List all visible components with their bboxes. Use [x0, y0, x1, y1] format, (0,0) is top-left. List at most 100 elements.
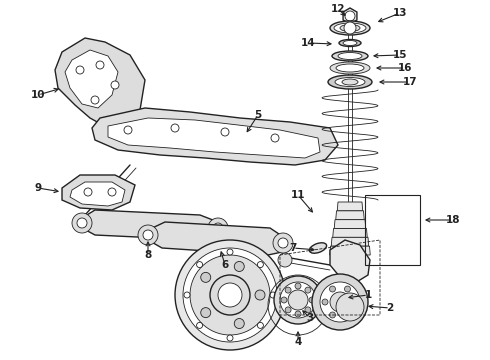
- Circle shape: [221, 128, 229, 136]
- Circle shape: [208, 218, 228, 238]
- Polygon shape: [65, 50, 118, 108]
- Text: 4: 4: [294, 337, 302, 347]
- Polygon shape: [333, 229, 367, 237]
- Circle shape: [72, 213, 92, 233]
- Text: 1: 1: [365, 290, 371, 300]
- Text: 7: 7: [289, 243, 296, 253]
- Ellipse shape: [335, 77, 365, 86]
- Circle shape: [234, 319, 245, 329]
- Polygon shape: [336, 211, 364, 220]
- Circle shape: [280, 282, 316, 318]
- Ellipse shape: [342, 79, 358, 85]
- Circle shape: [278, 253, 292, 267]
- Circle shape: [278, 238, 288, 248]
- Polygon shape: [55, 38, 145, 128]
- Circle shape: [309, 297, 315, 303]
- Circle shape: [190, 255, 270, 335]
- Polygon shape: [330, 240, 370, 283]
- Ellipse shape: [338, 53, 362, 59]
- Polygon shape: [148, 222, 285, 255]
- Circle shape: [329, 286, 336, 292]
- Circle shape: [305, 307, 311, 313]
- Circle shape: [271, 134, 279, 142]
- Text: 13: 13: [393, 8, 407, 18]
- Circle shape: [96, 61, 104, 69]
- Circle shape: [175, 240, 285, 350]
- Ellipse shape: [334, 23, 366, 33]
- Polygon shape: [82, 210, 218, 240]
- Circle shape: [257, 323, 264, 328]
- Circle shape: [108, 188, 116, 196]
- Text: 8: 8: [145, 250, 151, 260]
- Ellipse shape: [340, 24, 360, 31]
- Circle shape: [201, 273, 211, 282]
- Polygon shape: [334, 220, 366, 229]
- Circle shape: [196, 262, 202, 267]
- Circle shape: [255, 290, 265, 300]
- Circle shape: [143, 230, 153, 240]
- Circle shape: [288, 290, 308, 310]
- Polygon shape: [331, 237, 369, 246]
- Circle shape: [213, 223, 223, 233]
- Circle shape: [336, 293, 364, 321]
- Circle shape: [305, 287, 311, 293]
- Circle shape: [227, 249, 233, 255]
- Ellipse shape: [328, 75, 372, 89]
- Circle shape: [227, 335, 233, 341]
- Circle shape: [257, 262, 264, 267]
- Text: 3: 3: [306, 313, 314, 323]
- Ellipse shape: [332, 51, 368, 61]
- Circle shape: [84, 188, 92, 196]
- Ellipse shape: [309, 243, 327, 253]
- Circle shape: [138, 225, 158, 245]
- Circle shape: [330, 292, 350, 312]
- Circle shape: [285, 287, 291, 293]
- Polygon shape: [92, 108, 338, 165]
- Circle shape: [344, 312, 350, 318]
- Text: 12: 12: [331, 4, 345, 14]
- Circle shape: [196, 323, 202, 328]
- Circle shape: [184, 292, 190, 298]
- Circle shape: [234, 261, 245, 271]
- Polygon shape: [343, 8, 357, 24]
- Text: 15: 15: [393, 50, 407, 60]
- Polygon shape: [62, 175, 135, 210]
- Ellipse shape: [339, 40, 361, 46]
- Circle shape: [329, 312, 336, 318]
- Text: 18: 18: [446, 215, 460, 225]
- Circle shape: [352, 299, 358, 305]
- Circle shape: [210, 275, 250, 315]
- Polygon shape: [70, 182, 125, 206]
- Text: 6: 6: [221, 260, 229, 270]
- Ellipse shape: [336, 64, 364, 72]
- Circle shape: [273, 233, 293, 253]
- Text: 9: 9: [34, 183, 42, 193]
- Text: 16: 16: [398, 63, 412, 73]
- Circle shape: [281, 297, 287, 303]
- Circle shape: [312, 274, 368, 330]
- Text: 17: 17: [403, 77, 417, 87]
- Circle shape: [171, 124, 179, 132]
- Circle shape: [201, 308, 211, 318]
- Circle shape: [295, 311, 301, 317]
- Polygon shape: [337, 202, 363, 211]
- Circle shape: [270, 292, 276, 298]
- Circle shape: [320, 282, 360, 322]
- Circle shape: [344, 22, 356, 34]
- Ellipse shape: [330, 62, 370, 74]
- Ellipse shape: [343, 40, 357, 45]
- Circle shape: [344, 286, 350, 292]
- Circle shape: [91, 96, 99, 104]
- Polygon shape: [108, 118, 320, 158]
- Circle shape: [76, 66, 84, 74]
- Circle shape: [77, 218, 87, 228]
- Polygon shape: [330, 246, 370, 255]
- Circle shape: [285, 307, 291, 313]
- Bar: [365, 195, 420, 265]
- Text: 5: 5: [254, 110, 262, 120]
- Text: 2: 2: [387, 303, 393, 313]
- Text: 10: 10: [31, 90, 45, 100]
- Circle shape: [218, 283, 242, 307]
- Circle shape: [274, 276, 322, 324]
- Text: 11: 11: [291, 190, 305, 200]
